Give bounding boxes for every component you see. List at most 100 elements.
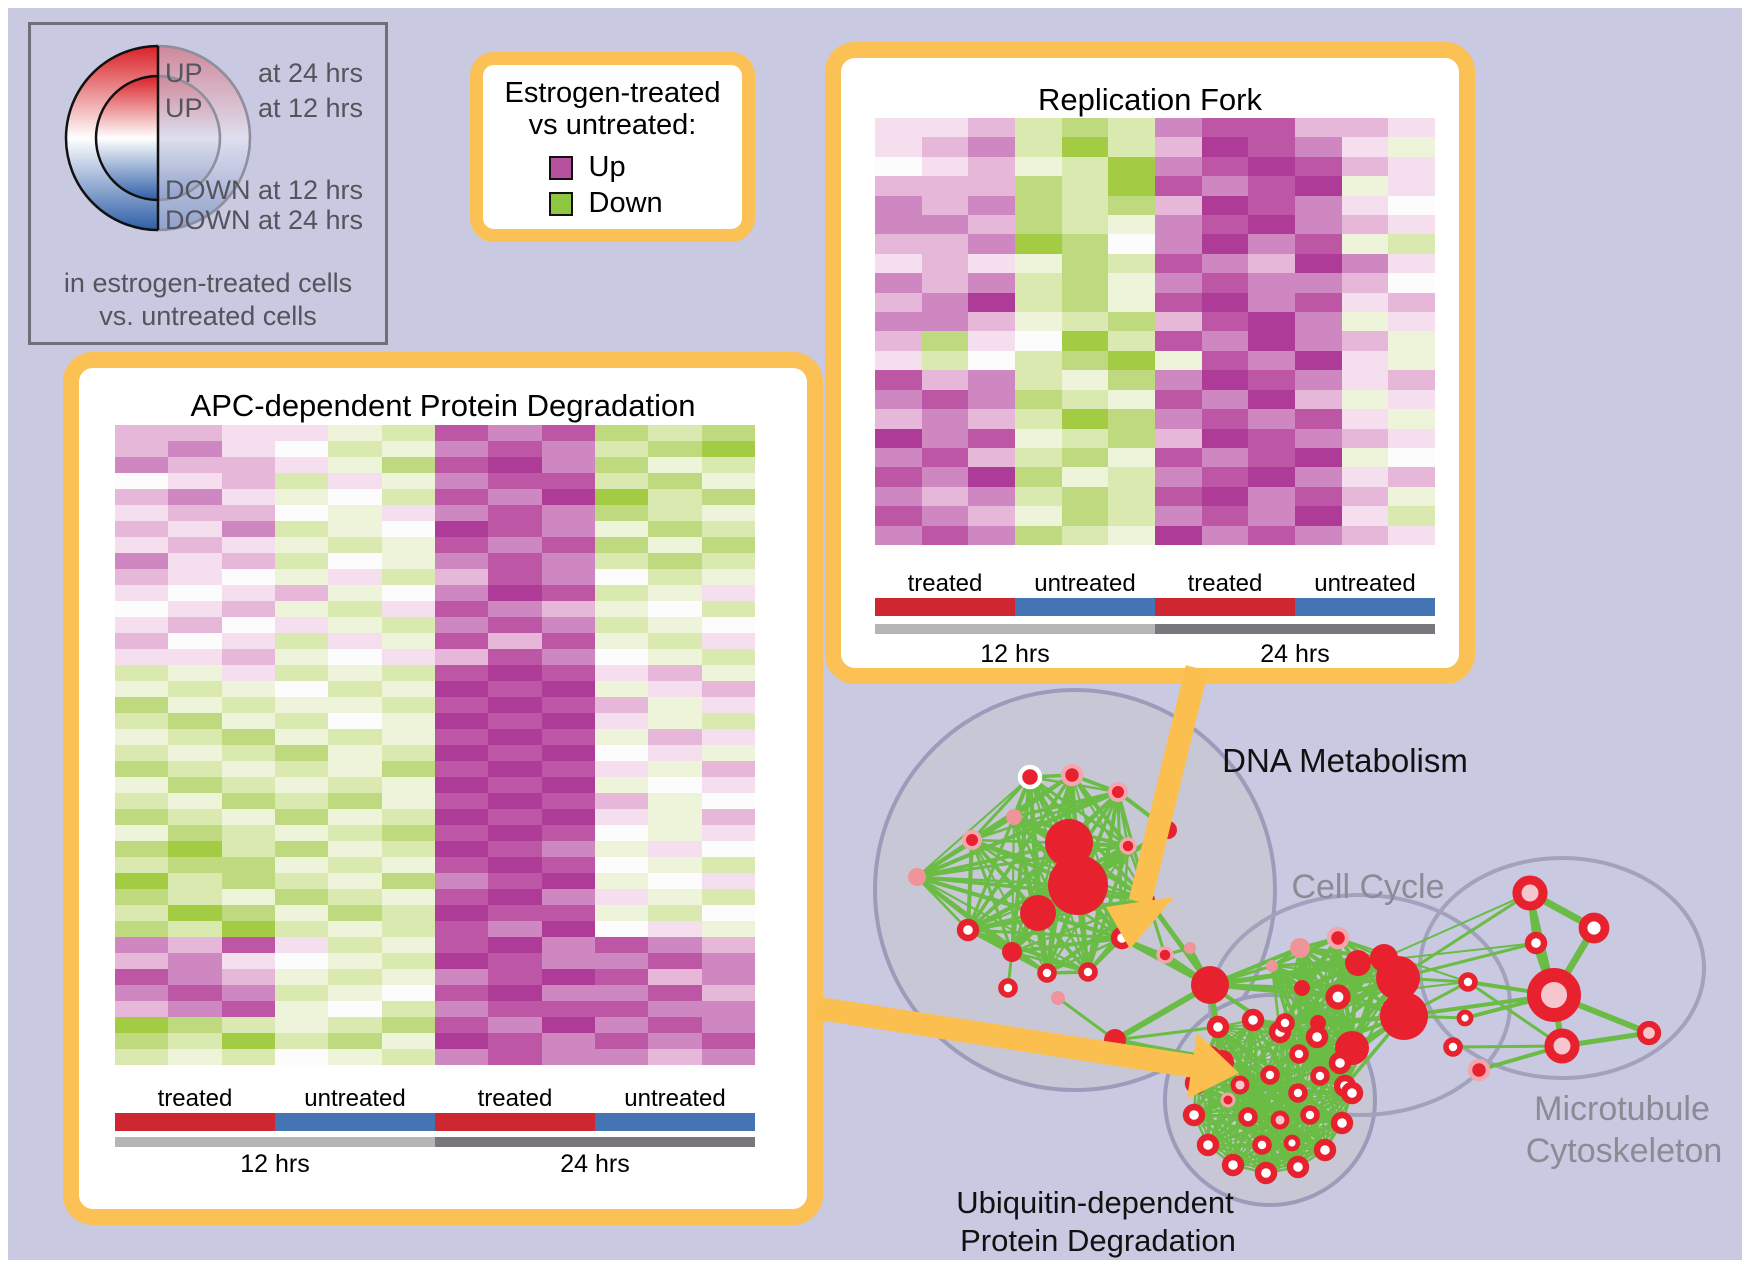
heatmap-cell (115, 489, 169, 505)
heatmap-cell (381, 441, 435, 457)
heatmap-cell (434, 761, 489, 777)
heatmap-cell (1341, 137, 1389, 157)
network-edge (1193, 1113, 1293, 1145)
heatmap-cell (1061, 234, 1109, 254)
network-node (1283, 1134, 1301, 1152)
heatmap-cell (541, 953, 595, 969)
heatmap-cell (168, 425, 222, 441)
network-node (1238, 1107, 1258, 1127)
heatmap-cell (701, 857, 755, 873)
network-edge (1193, 1114, 1299, 1168)
ring-row-down-24: DOWN at 24 hrs (31, 205, 385, 235)
heatmap-cell (875, 428, 922, 448)
heatmap-cell (115, 1017, 169, 1033)
heatmap-cell (1248, 234, 1295, 254)
treatment-bar-segment (875, 598, 1015, 616)
heatmap-cell (1155, 253, 1202, 274)
heatmap-cell (221, 825, 275, 841)
heatmap-cell (921, 176, 969, 196)
heatmap-cell (1248, 389, 1295, 410)
heatmap-cell (381, 857, 435, 873)
heatmap-cell (648, 665, 702, 681)
heatmap-cell (648, 985, 702, 1001)
heatmap-cell (921, 506, 969, 526)
heatmap-cell (115, 889, 169, 905)
heatmap-cell (488, 489, 542, 505)
heatmap-cell (1061, 176, 1109, 196)
heatmap-cell (1248, 447, 1295, 468)
heatmap-cell (488, 1017, 542, 1033)
heatmap-cell (221, 665, 275, 681)
heatmap-cell (968, 525, 1015, 545)
network-node (1048, 855, 1108, 915)
heatmap-cell (115, 985, 169, 1001)
heatmap-cell (434, 1017, 489, 1033)
heatmap-cell (594, 681, 649, 697)
ring-caption-line2: vs. untreated cells (99, 301, 317, 331)
heatmap-cell (594, 601, 649, 617)
heatmap-cell (1015, 215, 1062, 235)
heatmap-cell (434, 681, 489, 697)
heatmap-cell (1248, 428, 1295, 448)
heatmap-cell (274, 873, 329, 889)
heatmap-cell (1201, 253, 1249, 274)
heatmap-cell (168, 473, 222, 489)
heatmap-cell (381, 905, 435, 921)
heatmap-cell (168, 937, 222, 953)
panel-title: APC-dependent Protein Degradation (190, 388, 696, 423)
heatmap-cell (648, 809, 702, 825)
network-node (1060, 763, 1084, 787)
heatmap-cell (921, 312, 969, 332)
heatmap-cell (541, 841, 595, 857)
heatmap-cell (1015, 118, 1062, 138)
heatmap-cell (381, 761, 435, 777)
heatmap-cell (381, 713, 435, 729)
heatmap-cell (274, 585, 329, 601)
heatmap-cell (968, 389, 1015, 410)
heatmap-cell (541, 969, 595, 985)
heatmap-cell (328, 617, 382, 633)
heatmap-cell (648, 841, 702, 857)
heatmap-cell (381, 745, 435, 761)
heatmap-cell (328, 649, 382, 665)
heatmap-cell (648, 1001, 702, 1017)
heatmap-cell (648, 825, 702, 841)
heatmap-cell (168, 441, 222, 457)
heatmap-cell (1061, 137, 1109, 157)
heatmap-cell (488, 729, 542, 745)
heatmap-cell (968, 447, 1015, 468)
heatmap-cell (488, 537, 542, 553)
heatmap-cell (168, 681, 222, 697)
heatmap-cell (1341, 506, 1389, 526)
heatmap-cell (594, 809, 649, 825)
heatmap-cell (115, 585, 169, 601)
heatmap-cell (1155, 370, 1202, 390)
heatmap-cell (221, 745, 275, 761)
heatmap-cell (875, 195, 922, 216)
treatment-bar-segment (1015, 598, 1155, 616)
heatmap-cell (274, 649, 329, 665)
heatmap-cell (115, 665, 169, 681)
heatmap-cell (328, 633, 382, 649)
network-node (1230, 1075, 1250, 1095)
network-edge (1397, 941, 1537, 980)
treatment-bar-segment (1295, 598, 1435, 616)
network-edge (1011, 935, 1123, 955)
treatment-group-label: treated (477, 1085, 553, 1112)
heatmap-cell (1061, 273, 1109, 293)
heatmap-cell (381, 633, 435, 649)
heatmap-cell (1388, 486, 1435, 507)
heatmap-cell (381, 425, 435, 441)
heatmap-cell (488, 969, 542, 985)
heatmap-cell (1388, 389, 1435, 410)
heatmap-cell (168, 569, 222, 585)
heatmap-cell (875, 486, 922, 507)
heatmap-cell (1248, 331, 1295, 351)
cluster-label: DNA Metabolism (1222, 742, 1468, 779)
heatmap-cell (221, 921, 275, 937)
heatmap-cell (328, 665, 382, 681)
time-bar-segment (115, 1137, 435, 1147)
heatmap-cell (115, 873, 169, 889)
network-node (1636, 1020, 1662, 1046)
cluster-label: Protein Degradation (960, 1223, 1236, 1258)
